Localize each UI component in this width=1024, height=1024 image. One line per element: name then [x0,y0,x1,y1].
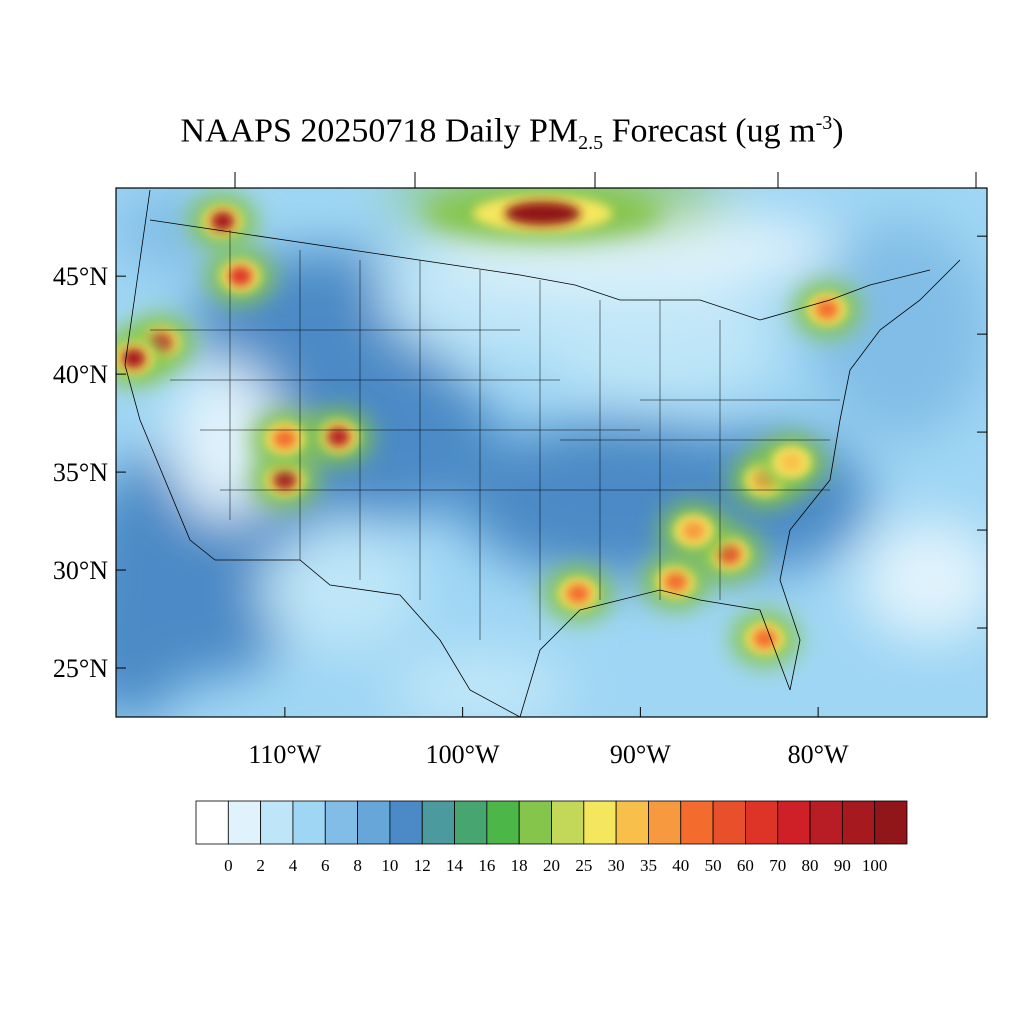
lon-label: 90°W [610,740,671,769]
colorbar-swatch [583,800,617,845]
plume-core [228,266,253,287]
colorbar-swatch [454,800,488,845]
colorbar-swatch [777,800,811,845]
colorbar-label: 8 [353,856,362,875]
colorbar-swatch [648,800,682,845]
colorbar-swatch [421,800,455,845]
plume-core [272,428,297,449]
colorbar-swatch [389,800,423,845]
colorbar-label: 30 [608,856,625,875]
colorbar-swatch [874,800,908,845]
colorbar-label: 14 [446,856,464,875]
colorbar-label: 70 [769,856,786,875]
plume-core [779,452,804,473]
east-coast [779,259,961,691]
colorbar-swatch [680,800,714,845]
smoke-plume [641,553,710,610]
lat-label: 35°N [53,458,108,487]
colorbar-swatch [195,800,229,845]
pm-plumes [116,188,862,667]
smoke-plume [250,410,319,467]
colorbar-label: 0 [224,856,233,875]
plume-core [681,520,706,541]
smoke-plume [659,502,728,559]
lon-label: 110°W [248,740,321,769]
colorbar-swatch [292,800,326,845]
state-lines [150,230,840,640]
boundary-lines [124,189,961,717]
colorbar-swatch [324,800,358,845]
colorbar-swatch [260,800,294,845]
latitude-labels: 45°N 40°N 35°N 30°N 25°N [53,262,108,683]
map-frame [115,187,988,718]
smoke-plume [757,434,826,491]
smoke-plume [304,408,373,465]
tick-marks [116,172,987,717]
colorbar-label: 6 [321,856,330,875]
colorbar-label: 20 [543,856,560,875]
colorbar-label: 60 [737,856,754,875]
smoke-plume [422,188,663,240]
colorbar-label: 12 [414,856,431,875]
plume-core [717,544,742,565]
colorbar-label: 80 [802,856,819,875]
colorbar-swatch [227,800,262,845]
colorbar: 0 2 4 6 8 10 12 14 16 18 20 25 30 35 40 50 60 70 80 90 100 [195,800,908,875]
colorbar-label: 18 [511,856,528,875]
colorbar-swatch [551,800,585,845]
longitude-labels: 110°W 100°W 90°W 80°W [248,740,849,769]
gulf-coast [519,589,791,717]
lat-label: 25°N [53,654,108,683]
plume-core [272,469,297,490]
colorbar-swatch [357,800,391,845]
canada-border [149,219,931,321]
west-coast [124,189,216,561]
colorbar-label: 25 [575,856,592,875]
colorbar-swatch [745,800,779,845]
smoke-plume [250,451,319,508]
colorbar-label: 16 [478,856,495,875]
plume-core [121,348,146,369]
map-title: NAAPS 20250718 Daily PM2.5 Forecast (ug … [180,112,844,155]
smoke-plume [793,281,862,338]
colorbar-swatch [841,800,876,845]
lat-label: 45°N [53,262,108,291]
colorbar-swatch [809,800,843,845]
smoke-plume [544,565,613,622]
colorbar-swatch [518,800,552,845]
plume-core [326,426,351,447]
plume-core [210,211,235,232]
map-area [116,188,987,717]
lat-label: 40°N [53,360,108,389]
plume-core [566,583,591,604]
colorbar-label: 90 [834,856,851,875]
plume-core [752,628,777,649]
colorbar-label: 40 [672,856,689,875]
lat-label: 30°N [53,556,108,585]
smoke-plume [730,610,799,667]
lon-label: 100°W [426,740,500,769]
colorbar-swatch [712,800,746,845]
smoke-plume [206,248,275,305]
colorbar-label: 10 [381,856,398,875]
smoke-plume [188,193,257,250]
colorbar-label: 2 [256,856,265,875]
colorbar-swatch [486,800,520,845]
colorbar-label: 4 [289,856,298,875]
smoke-plume [116,330,168,387]
plume-core [504,201,581,226]
colorbar-label: 35 [640,856,657,875]
plume-core [815,299,840,320]
colorbar-label: 50 [705,856,722,875]
lon-label: 80°W [788,740,849,769]
colorbar-label: 100 [862,856,888,875]
colorbar-swatch [615,800,649,845]
plume-core [663,571,688,592]
